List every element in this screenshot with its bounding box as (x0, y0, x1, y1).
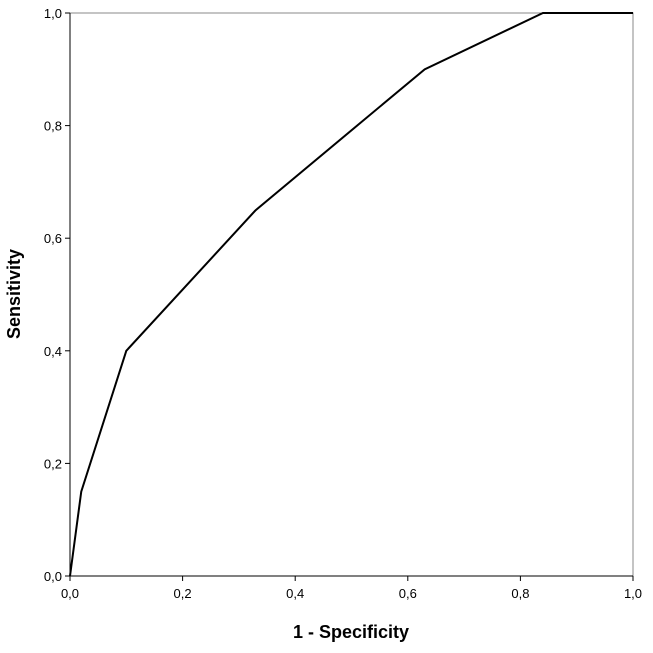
x-tick-label: 0,4 (286, 586, 304, 601)
x-tick-label: 0,6 (399, 586, 417, 601)
y-axis-title: Sensitivity (4, 249, 24, 339)
y-tick-label: 0,0 (44, 569, 62, 584)
y-tick-label: 0,8 (44, 119, 62, 134)
y-tick-label: 1,0 (44, 6, 62, 21)
y-tick-label: 0,6 (44, 231, 62, 246)
x-tick-label: 1,0 (624, 586, 642, 601)
y-tick-label: 0,2 (44, 456, 62, 471)
x-tick-label: 0,2 (174, 586, 192, 601)
x-axis-title: 1 - Specificity (293, 622, 409, 642)
x-tick-label: 0,0 (61, 586, 79, 601)
y-tick-label: 0,4 (44, 344, 62, 359)
curve (69, 12, 633, 577)
plot-frame (69, 12, 634, 577)
x-tick-label: 0,8 (511, 586, 529, 601)
